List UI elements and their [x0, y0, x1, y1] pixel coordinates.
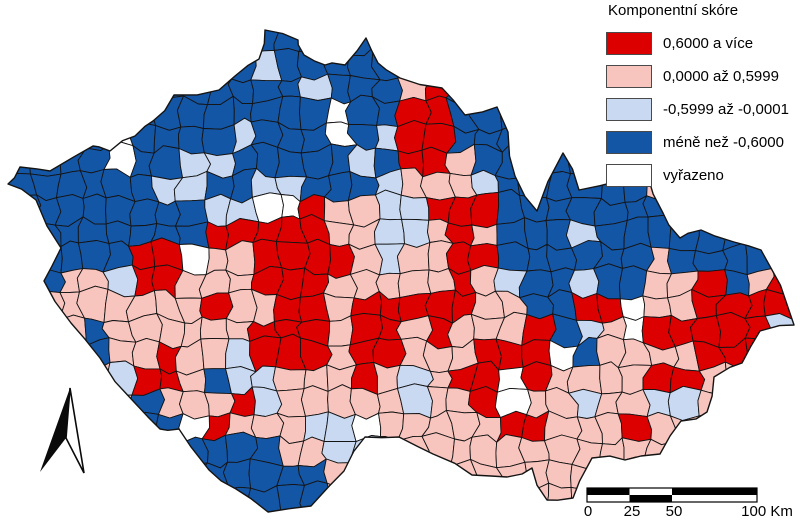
legend-item: vyřazeno	[606, 163, 798, 187]
legend-swatch-mid-negative	[606, 97, 652, 121]
legend-label: -0,5999 až -0,0001	[663, 100, 789, 118]
scale-bar	[586, 487, 758, 503]
legend: Komponentní skóre 0,6000 a více 0,0000 a…	[606, 2, 798, 196]
legend-swatch-high	[606, 31, 652, 55]
legend-label: 0,0000 až 0,5999	[663, 67, 779, 85]
country-border	[7, 29, 795, 513]
scale-label-100: 100 Km	[741, 503, 793, 520]
scale-label-0: 0	[583, 503, 593, 520]
legend-item: méně než -0,6000	[606, 130, 798, 154]
legend-label: méně než -0,6000	[663, 133, 784, 151]
legend-swatch-excluded	[606, 163, 652, 187]
legend-title: Komponentní skóre	[608, 2, 739, 19]
scale-bar-labels: 0 25 50 100 Km	[0, 503, 800, 521]
legend-swatch-mid-positive	[606, 64, 652, 88]
legend-item: -0,5999 až -0,0001	[606, 97, 798, 121]
legend-swatch-low	[606, 130, 652, 154]
legend-label: vyřazeno	[663, 166, 724, 184]
legend-item: 0,6000 a více	[606, 31, 798, 55]
scale-label-25: 25	[623, 503, 641, 520]
legend-item: 0,0000 až 0,5999	[606, 64, 798, 88]
north-arrow-icon	[40, 387, 85, 474]
legend-label: 0,6000 a více	[663, 34, 754, 52]
scale-label-50: 50	[665, 503, 683, 520]
